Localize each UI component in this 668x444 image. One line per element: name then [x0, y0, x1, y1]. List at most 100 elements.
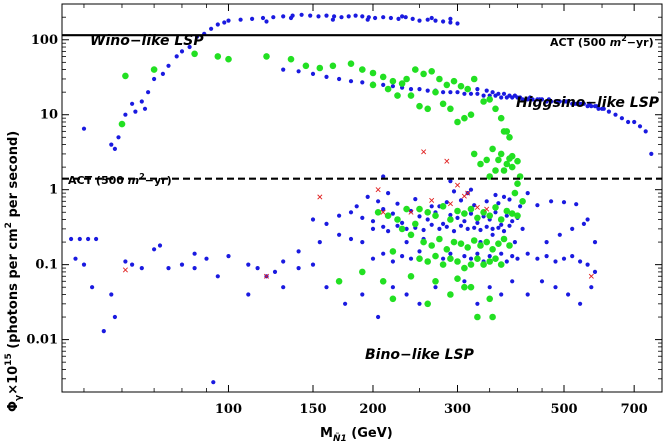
act-lower-label-exp: 2: [139, 172, 145, 181]
blue-point: [520, 226, 525, 231]
green-point: [412, 220, 419, 228]
blue-point: [381, 15, 386, 20]
green-point: [287, 55, 295, 63]
blue-point: [332, 14, 337, 19]
blue-point: [496, 225, 501, 230]
blue-point: [222, 20, 227, 25]
blue-point: [619, 116, 625, 121]
green-point: [263, 53, 270, 60]
blue-point: [90, 285, 95, 290]
blue-point: [468, 91, 474, 96]
blue-point: [525, 251, 530, 256]
green-point: [506, 134, 513, 141]
blue-point: [475, 87, 480, 92]
y-axis-label-phi: Φ: [6, 401, 21, 412]
green-point: [464, 85, 472, 93]
blue-point: [360, 14, 365, 19]
blue-point: [594, 104, 599, 109]
green-point: [486, 96, 494, 103]
green-point: [379, 73, 387, 81]
green-point: [374, 209, 382, 216]
blue-point: [408, 256, 414, 261]
green-point: [495, 156, 502, 164]
green-point: [394, 216, 401, 223]
plot-frame: [61, 3, 663, 393]
blue-point: [192, 266, 197, 271]
blue-point: [246, 292, 251, 297]
blue-point: [395, 223, 400, 228]
green-point: [461, 283, 468, 291]
blue-point: [512, 93, 518, 98]
blue-point: [546, 97, 552, 102]
blue-point: [429, 204, 434, 209]
green-point: [432, 212, 439, 219]
blue-point: [462, 279, 467, 284]
blue-point: [296, 249, 301, 254]
blue-point: [400, 220, 405, 225]
blue-point: [448, 179, 453, 184]
blue-point: [417, 87, 422, 92]
blue-point: [501, 194, 507, 199]
green-point: [389, 295, 397, 303]
cross-stroke: [317, 194, 323, 200]
x-axis-label-sub: Ñ1: [333, 433, 347, 444]
blue-point: [139, 266, 144, 271]
green-point: [497, 150, 505, 158]
blue-point: [587, 101, 592, 106]
blue-point: [465, 226, 470, 231]
green-point: [420, 238, 427, 246]
blue-point: [348, 79, 354, 84]
green-point: [424, 105, 432, 113]
blue-point: [354, 204, 359, 209]
green-point: [467, 111, 475, 118]
blue-point: [578, 259, 583, 264]
blue-point: [81, 262, 87, 267]
green-point: [335, 278, 343, 285]
blue-point: [166, 266, 171, 271]
x-tick-label: 150: [299, 402, 326, 417]
green-point: [489, 313, 496, 321]
blue-point: [381, 251, 386, 256]
green-point: [492, 167, 499, 174]
red-cross-point: [447, 201, 453, 207]
green-point: [470, 75, 478, 83]
blue-point: [544, 240, 549, 245]
blue-point: [133, 109, 138, 114]
blue-point: [94, 236, 99, 242]
blue-point: [455, 90, 460, 95]
blue-point: [296, 69, 301, 74]
blue-point: [417, 249, 422, 254]
blue-point: [444, 200, 449, 205]
blue-point: [337, 232, 342, 237]
green-point: [457, 82, 465, 90]
green-point: [407, 92, 415, 99]
blue-point: [381, 82, 386, 87]
blue-point: [493, 210, 498, 215]
blue-point: [448, 251, 453, 256]
blue-point: [130, 101, 135, 106]
cross-stroke: [122, 267, 128, 273]
blue-point: [462, 219, 467, 224]
x-tick-label: 300: [444, 402, 471, 417]
blue-point: [390, 285, 395, 290]
cross-stroke: [484, 206, 490, 212]
green-point: [483, 156, 491, 164]
blue-point: [448, 212, 453, 218]
green-point: [497, 261, 505, 268]
blue-point: [390, 84, 395, 89]
blue-point: [152, 76, 157, 82]
green-point: [486, 258, 494, 265]
blue-point: [525, 191, 530, 196]
x-axis-label: MÑ1 (GeV): [320, 426, 393, 444]
blue-point: [317, 240, 322, 245]
blue-point: [81, 126, 87, 131]
blue-point: [146, 90, 151, 95]
blue-point: [429, 15, 434, 21]
blue-point: [525, 292, 530, 297]
blue-point: [255, 266, 260, 271]
blue-point: [535, 256, 540, 261]
blue-point: [337, 213, 342, 218]
green-point: [506, 242, 513, 249]
green-point: [467, 261, 475, 268]
green-point: [369, 81, 377, 89]
